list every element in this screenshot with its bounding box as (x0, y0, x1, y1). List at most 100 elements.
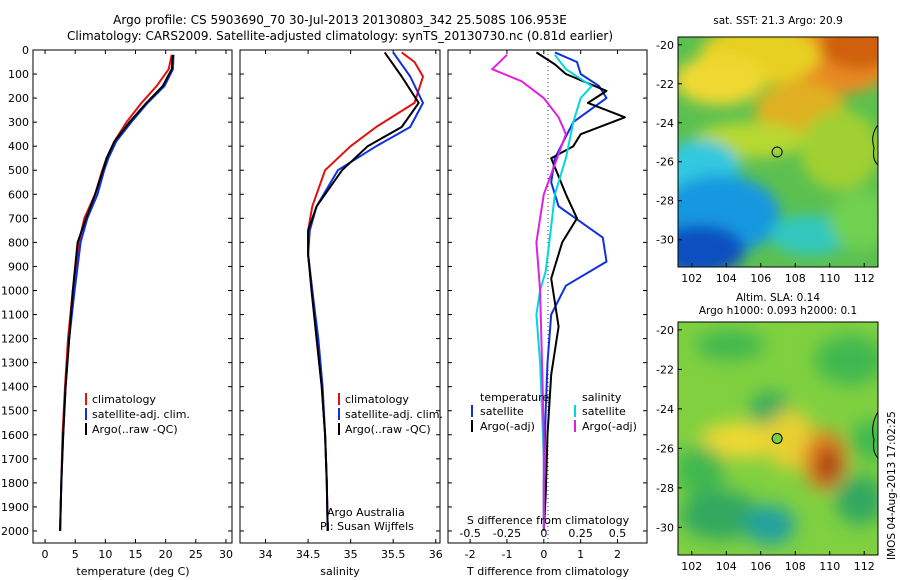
difference-legend: temperature salinity satellite Argo(-adj… (471, 391, 637, 433)
xtick-label: 0 (540, 548, 547, 561)
map-ytick-label: -28 (656, 482, 674, 495)
map-ytick-label: -28 (656, 195, 674, 208)
series-line-argo (59, 54, 174, 532)
temperature-profile-panel: 0 5 10 15 20 25 300100200300400500600700800900… (1, 44, 233, 578)
legend-temperature-header: temperature (480, 391, 549, 404)
legend-s-argo-label: Argo(-adj) (582, 420, 637, 433)
ytick-label: 1000 (1, 284, 29, 297)
temperature-axes-frame (32, 49, 233, 544)
xtick-label: 36 (429, 548, 443, 561)
s-diff-tick-label: -0.25 (493, 527, 521, 540)
map-xtick-label: 104 (716, 272, 737, 285)
sla-field (678, 330, 878, 545)
map-xtick-label: 110 (819, 560, 840, 573)
xtick-label: 5 (72, 548, 79, 561)
salinity-axes-frame (239, 49, 441, 544)
sal-legend-satellite-label: satellite-adj. clim. (345, 408, 443, 421)
map-xtick-label: 106 (750, 560, 771, 573)
ytick-label: 300 (8, 116, 29, 129)
sst-map-panel: sat. SST: 21.3 Argo: 20.9 102 104 106 108 11… (656, 15, 879, 285)
s-difference-xlabel: S difference from climatology (467, 514, 630, 527)
map-ytick-label: -24 (656, 403, 674, 416)
sla-coastline (872, 411, 879, 459)
sst-map-frame (677, 36, 879, 268)
xtick-label: 0 (42, 548, 49, 561)
ytick-label: 1900 (1, 501, 29, 514)
legend-climatology-label: climatology (92, 393, 156, 406)
sla-map-panel: Altim. SLA: 0.14 Argo h1000: 0.093 h2000… (656, 292, 879, 573)
xtick-label: 2 (614, 548, 621, 561)
sst-field (678, 37, 878, 267)
difference-profile-panel: -2 -1 0 1 2 S difference from climatology -0… (447, 49, 648, 578)
ytick-label: 100 (8, 68, 29, 81)
map-ytick-label: -24 (656, 117, 674, 130)
temperature-ticks: 0 5 10 15 20 25 300100200300400500600700800900… (1, 44, 233, 561)
legend-t-satellite-label: satellite (480, 405, 524, 418)
series-line-sal_argo (491, 54, 567, 531)
argo-australia-note: Argo Australia (327, 506, 405, 519)
difference-lines (491, 51, 626, 532)
map-xtick-label: 102 (681, 560, 702, 573)
xtick-label: -1 (501, 548, 512, 561)
xtick-label: 34.5 (296, 548, 321, 561)
xtick-label: 35.5 (381, 548, 406, 561)
difference-axes-frame (447, 49, 648, 544)
ytick-label: 700 (8, 212, 29, 225)
xtick-label: 34 (259, 548, 273, 561)
map-xtick-label: 108 (785, 560, 806, 573)
map-ytick-label: -22 (656, 78, 674, 91)
salinity-ticks: 34 34.5 35 35.5 36 (240, 49, 443, 561)
map-ytick-label: -30 (656, 521, 674, 534)
map-ytick-label: -26 (656, 442, 674, 455)
xtick-label: 15 (129, 548, 143, 561)
imos-timestamp: IMOS 04-Aug-2013 17:02:25 (886, 411, 898, 560)
figure-title-line2: Climatology: CARS2009. Satellite-adjuste… (67, 29, 613, 43)
map-xtick-label: 102 (681, 272, 702, 285)
ytick-label: 1500 (1, 405, 29, 418)
sla-map-subtitle: Argo h1000: 0.093 h2000: 0.1 (699, 305, 857, 317)
series-line-argo (535, 51, 626, 532)
s-diff-tick-label: 0 (540, 527, 547, 540)
legend-t-argo-label: Argo(-adj) (480, 420, 535, 433)
temperature-legend: climatology satellite-adj. clim. Argo(..… (85, 393, 190, 436)
series-line-climatology (59, 54, 173, 532)
s-diff-tick-label: 0.25 (568, 527, 593, 540)
s-difference-ticks: -0.5 -0.25 0 0.25 0.5 (459, 527, 626, 540)
xtick-label: -2 (465, 548, 476, 561)
ytick-label: 2000 (1, 525, 29, 538)
salinity-lines (307, 51, 424, 532)
ytick-label: 1800 (1, 477, 29, 490)
sst-map-title: sat. SST: 21.3 Argo: 20.9 (713, 15, 843, 27)
map-xtick-label: 112 (854, 560, 875, 573)
ytick-label: 800 (8, 236, 29, 249)
map-ytick-label: -20 (656, 39, 674, 52)
ytick-label: 1700 (1, 453, 29, 466)
figure-title-line1: Argo profile: CS 5903690_70 30-Jul-2013 … (113, 13, 567, 27)
map-xtick-label: 110 (819, 272, 840, 285)
map-xtick-label: 108 (785, 272, 806, 285)
xtick-label: 10 (98, 548, 112, 561)
map-xtick-label: 104 (716, 560, 737, 573)
series-line-satellite (542, 51, 608, 531)
temperature-xlabel: temperature (deg C) (76, 565, 189, 578)
ytick-label: 1200 (1, 333, 29, 346)
sla-map-ticks: 102 104 106 108 110 112 -20 -22 -24 -26 -28 -30 (656, 324, 875, 573)
s-diff-tick-label: -0.5 (459, 527, 480, 540)
map-ytick-label: -30 (656, 234, 674, 247)
sst-argo-location-marker (771, 146, 783, 158)
temperature-lines (59, 54, 175, 532)
ytick-label: 1400 (1, 381, 29, 394)
sst-coastline (872, 124, 879, 166)
legend-salinity-header: salinity (582, 391, 622, 404)
xtick-label: 35 (344, 548, 358, 561)
ytick-label: 1100 (1, 309, 29, 322)
map-ytick-label: -26 (656, 156, 674, 169)
sst-map-ticks: 102 104 106 108 110 112 -20 -22 -24 -26 -28 -30 (656, 39, 875, 285)
difference-ticks: -2 -1 0 1 2 (448, 49, 647, 561)
salinity-profile-panel: 34 34.5 35 35.5 36 salinity climatology sate… (239, 49, 443, 578)
legend-argo-label: Argo(..raw -QC) (92, 423, 178, 436)
map-ytick-label: -20 (656, 324, 674, 337)
sal-legend-argo-label: Argo(..raw -QC) (345, 423, 431, 436)
xtick-label: 20 (159, 548, 173, 561)
